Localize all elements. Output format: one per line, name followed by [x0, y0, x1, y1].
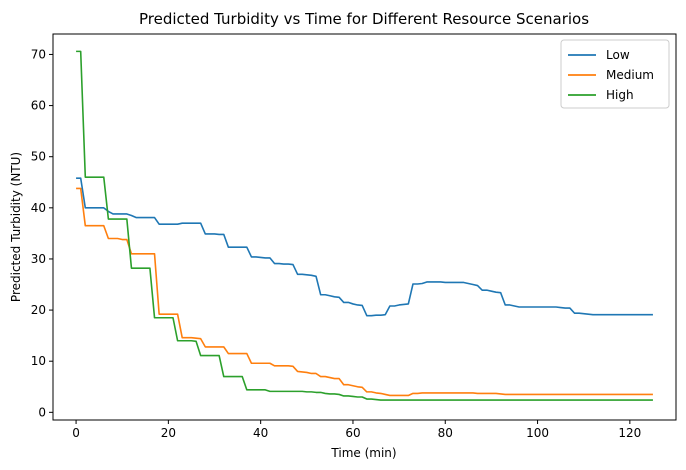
y-tick-label: 70	[31, 47, 46, 61]
y-tick-label: 10	[31, 354, 46, 368]
legend: Low Medium High	[560, 39, 670, 109]
series-line-low	[76, 177, 653, 317]
y-tick-label: 30	[31, 252, 46, 266]
axis-ticks: 0 20 40 60 80 100 120 0 10 20 30 40 50 60 70	[31, 47, 642, 440]
series-line-high	[76, 50, 653, 401]
legend-label-high: High	[606, 88, 634, 102]
x-tick-label: 20	[161, 426, 176, 440]
legend-box	[560, 39, 670, 109]
legend-label-medium: Medium	[606, 68, 654, 82]
legend-label-low: Low	[606, 48, 630, 62]
y-tick-label: 60	[31, 99, 46, 113]
y-tick-label: 0	[38, 405, 46, 419]
x-tick-label: 100	[526, 426, 549, 440]
plot-lines	[76, 50, 653, 401]
y-axis-label: Predicted Turbidity (NTU)	[9, 152, 23, 302]
x-axis-label: Time (min)	[330, 446, 396, 460]
chart-title: Predicted Turbidity vs Time for Differen…	[139, 10, 589, 28]
x-tick-label: 120	[618, 426, 641, 440]
y-tick-label: 20	[31, 303, 46, 317]
y-tick-label: 50	[31, 150, 46, 164]
y-tick-label: 40	[31, 201, 46, 215]
series-line-medium	[76, 187, 653, 397]
x-tick-label: 40	[253, 426, 268, 440]
x-tick-label: 0	[72, 426, 80, 440]
x-tick-label: 60	[345, 426, 360, 440]
x-tick-label: 80	[438, 426, 453, 440]
plot-frame	[52, 33, 677, 421]
